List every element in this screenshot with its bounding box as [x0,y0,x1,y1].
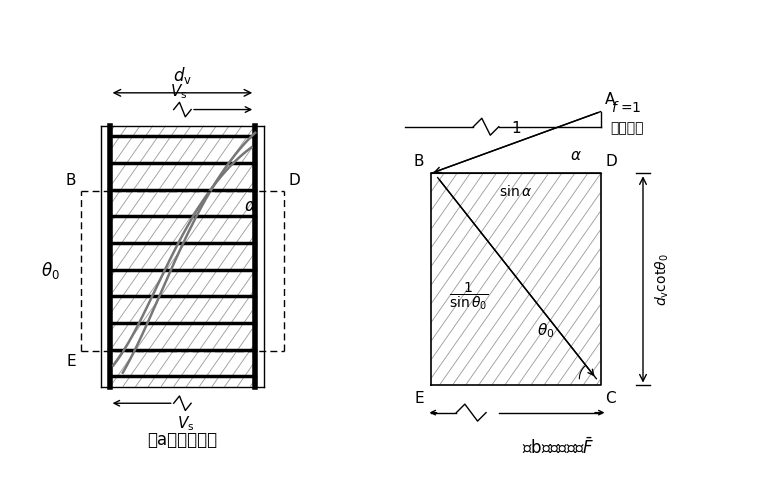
Text: B: B [66,173,76,188]
Text: C: C [605,391,616,406]
Text: D: D [606,154,617,169]
Text: （a）桁架模型: （a）桁架模型 [147,430,217,448]
Text: A: A [605,92,615,107]
Text: $d_\mathrm{v}$: $d_\mathrm{v}$ [173,65,192,86]
Text: $V_\mathrm{s}$: $V_\mathrm{s}$ [170,82,188,101]
Text: $V_\mathrm{s}$: $V_\mathrm{s}$ [177,414,195,433]
Text: B: B [413,154,424,169]
Text: $d_\mathrm{v}\mathrm{cot}\theta_0$: $d_\mathrm{v}\mathrm{cot}\theta_0$ [653,253,670,306]
Text: $f$ =1: $f$ =1 [611,100,641,115]
Text: $\alpha$: $\alpha$ [570,148,582,163]
Text: （b）杆件内力$\bar{F}$: （b）杆件内力$\bar{F}$ [522,437,594,456]
Text: E: E [414,391,424,406]
Text: D: D [289,173,300,188]
Text: $\alpha$: $\alpha$ [244,196,257,214]
Text: $\theta_0$: $\theta_0$ [537,321,554,340]
Text: $\theta_0$: $\theta_0$ [41,261,59,282]
Text: 1: 1 [511,121,521,136]
Text: E: E [67,354,76,369]
Text: $\dfrac{1}{\sin\theta_0}$: $\dfrac{1}{\sin\theta_0}$ [449,281,489,312]
Text: $\sin\alpha$: $\sin\alpha$ [499,183,532,198]
Text: 积分区域: 积分区域 [611,122,644,136]
